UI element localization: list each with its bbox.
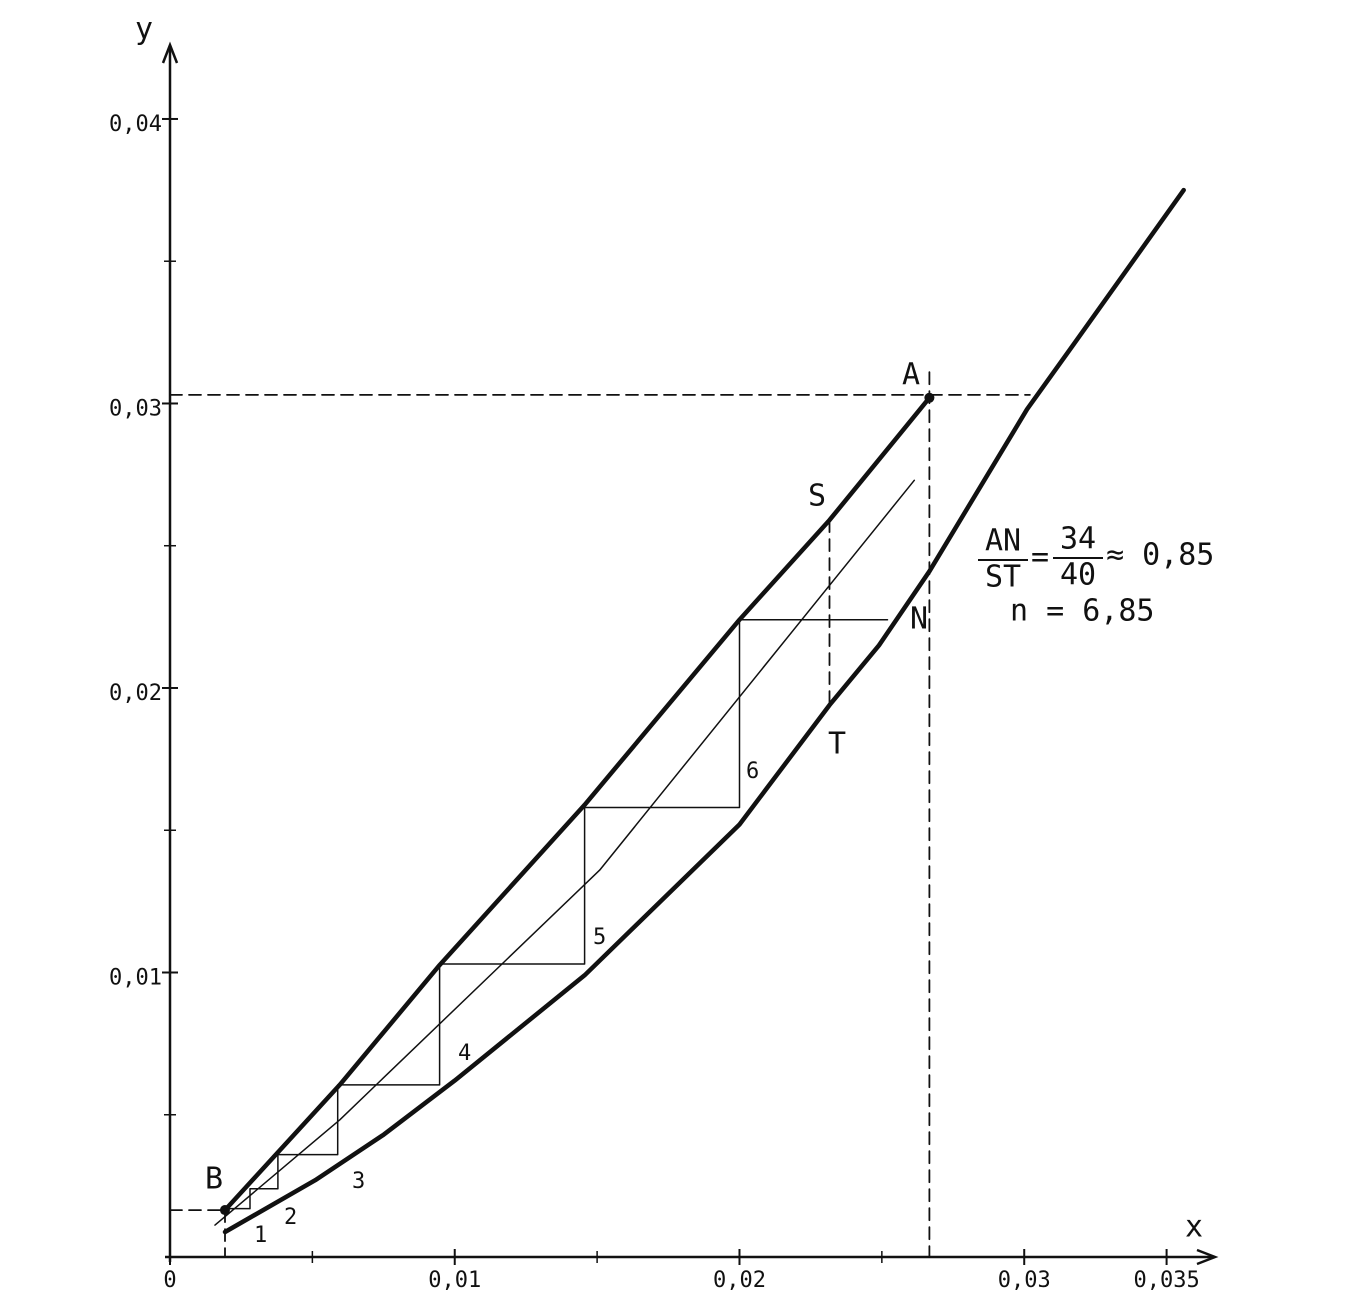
step-label: 6 [746,759,759,784]
point-b [219,1205,230,1216]
ratio-denominator: 40 [1060,558,1096,593]
x-tick-label: 0,01 [428,1268,481,1293]
point-label: A [902,358,920,393]
point-label: S [808,479,826,514]
step-label: 1 [254,1223,267,1248]
ratio-equals: = [1031,540,1049,575]
ratio-denominator: ST [985,560,1021,595]
x-tick-label: 0,03 [998,1268,1051,1293]
y-axis-label: y [135,12,153,47]
y-tick-label: 0,02 [109,681,162,706]
x-axis-arrow [1196,1248,1219,1266]
y-axis-arrow [161,41,179,64]
y-tick-label: 0,03 [109,396,162,421]
step-label: 4 [458,1041,471,1066]
x-tick-label: 0,035 [1133,1268,1199,1293]
point-label: B [205,1162,223,1197]
step-label: 3 [352,1169,365,1194]
ratio-result: ≈ 0,85 [1106,538,1214,573]
step-label: 5 [593,925,606,950]
thick-line [222,187,1186,1235]
ratio-numerator: AN [985,524,1021,559]
x-tick-label: 0,02 [713,1268,766,1293]
thin-line [224,618,889,1210]
y-tick-label: 0,04 [109,112,162,137]
stage-count: n = 6,85 [1010,594,1155,629]
point-label: T [828,727,846,762]
point-a [924,392,935,403]
x-axis-label: x [1185,1210,1203,1245]
ratio-numerator: 34 [1060,522,1096,557]
step-label: 2 [284,1205,297,1230]
y-tick-label: 0,01 [109,965,162,990]
point-label: N [910,602,928,637]
x-tick-label: 0 [163,1268,176,1293]
